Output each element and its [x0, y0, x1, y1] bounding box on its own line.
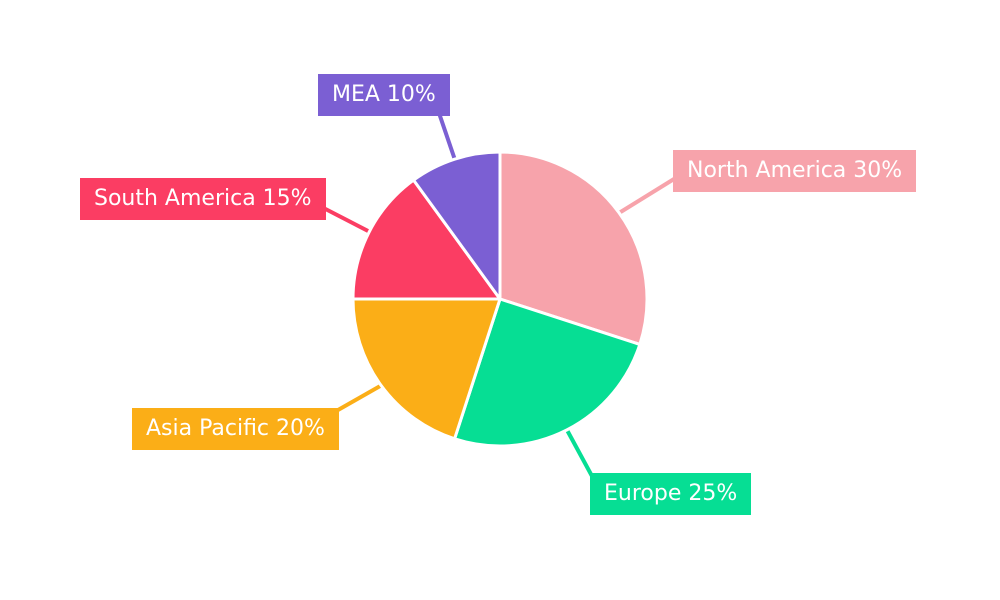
pie-slice-asia-pacific[interactable]: [351, 297, 502, 441]
pie-slice-south-america[interactable]: [351, 178, 502, 301]
leader-line-europe: [565, 429, 595, 479]
pie-slices-group: [351, 150, 649, 448]
pie-slice-north-america[interactable]: [498, 150, 649, 346]
leader-line-north-america: [617, 177, 676, 215]
slice-label-south-america: South America 15%: [80, 178, 326, 220]
slice-label-north-america: North America 30%: [673, 150, 917, 192]
leader-line-mea: [437, 112, 457, 161]
slice-label-mea: MEA 10%: [318, 74, 450, 116]
pie-slice-mea[interactable]: [412, 150, 502, 301]
slice-label-asia-pacific: Asia Pacific 20%: [132, 408, 339, 450]
leader-line-asia-pacific: [330, 383, 383, 416]
slice-label-europe: Europe 25%: [590, 473, 752, 515]
pie-slice-europe[interactable]: [453, 297, 642, 448]
